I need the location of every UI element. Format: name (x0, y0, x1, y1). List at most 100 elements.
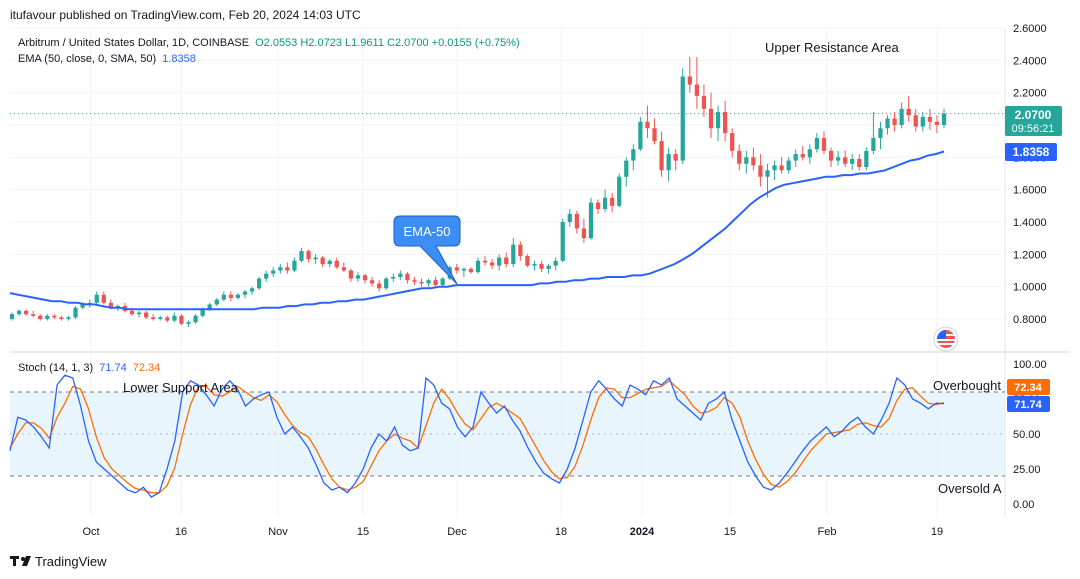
candle-up (532, 264, 537, 266)
candle-down (101, 294, 106, 303)
ema-legend[interactable]: EMA (50, close, 0, SMA, 50) 1.8358 (18, 53, 196, 65)
stoch-k-line[interactable] (9, 374, 945, 498)
price-axis[interactable]: 2.60002.40002.20002.00001.80001.60001.40… (1013, 23, 1047, 326)
candle-up (299, 251, 304, 261)
candle-up (871, 137, 876, 151)
ema-badge-value: 1.8358 (1013, 145, 1050, 159)
price-tick-label: 2.6000 (1013, 23, 1047, 35)
candle-up (588, 202, 594, 239)
candle-up (193, 315, 198, 323)
candle-down (433, 280, 438, 286)
price-tick-label: 1.6000 (1013, 185, 1047, 197)
ema-50-line[interactable] (9, 150, 945, 311)
candle-up (292, 260, 297, 271)
stoch-d-line[interactable] (9, 379, 945, 494)
time-axis[interactable]: Oct 16 Nov 15 Dec 18 2024 15 Feb 19 (82, 526, 943, 538)
candle-down (108, 302, 113, 308)
candle-up (715, 112, 721, 129)
candle-up (920, 116, 925, 127)
tradingview-logo-icon[interactable] (10, 556, 31, 566)
candle-down (320, 257, 325, 265)
candle-up (878, 128, 883, 138)
candle-up (440, 278, 445, 286)
callout-bubble (393, 215, 461, 285)
candle-up (327, 260, 332, 265)
candle-down (525, 255, 530, 266)
price-tick-label: 1.4000 (1013, 217, 1047, 229)
countdown-value: 09:56:21 (1012, 123, 1055, 135)
candle-up (45, 315, 50, 319)
stoch-legend[interactable]: Stoch (14, 1, 3) 71.74 72.34 (18, 362, 160, 374)
candle-down (828, 150, 834, 161)
candle-up (899, 108, 904, 125)
candle-down (306, 251, 311, 260)
candle-down (369, 280, 375, 284)
candle-down (927, 116, 932, 122)
candle-up (249, 288, 255, 292)
stoch-tick-label: 50.00 (1013, 429, 1041, 441)
time-tick-label: 19 (931, 526, 943, 538)
candle-up (221, 294, 226, 300)
candle-down (59, 317, 64, 319)
footer-brand[interactable]: TradingView (35, 554, 107, 569)
candle-down (412, 280, 417, 282)
candle-up (744, 157, 749, 164)
candle-down (144, 312, 149, 318)
candle-down (708, 108, 714, 129)
candle-down (913, 115, 918, 127)
candle-up (242, 291, 248, 295)
candle-up (553, 260, 558, 266)
candle-up (264, 273, 269, 279)
stoch-tick-label: 100.00 (1013, 359, 1047, 371)
candle-up (384, 278, 389, 289)
last-price-badge: 2.0700 09:56:21 (1005, 106, 1062, 136)
candle-down (24, 310, 29, 315)
candle-up (94, 294, 99, 303)
stoch-tick-label: 25.00 (1013, 464, 1041, 476)
candle-up (313, 257, 318, 260)
candle-up (391, 276, 396, 279)
price-pane[interactable] (10, 28, 1005, 350)
candle-down (334, 260, 339, 268)
candles-series[interactable] (9, 57, 947, 328)
candle-up (398, 273, 403, 277)
candle-down (673, 154, 678, 161)
price-tick-label: 0.8000 (1013, 314, 1047, 326)
price-tick-label: 2.4000 (1013, 55, 1047, 67)
stoch-tick-label: 0.00 (1013, 499, 1034, 511)
ema-callout[interactable]: EMA-50 (393, 215, 461, 285)
stoch-band (10, 392, 1005, 476)
candle-up (807, 149, 812, 158)
candle-down (610, 197, 615, 206)
oversold-label: Oversold A (938, 481, 1002, 496)
candle-up (638, 121, 643, 150)
candle-down (595, 202, 601, 210)
candle-up (426, 280, 431, 284)
candle-down (165, 317, 170, 321)
candle-up (631, 149, 636, 161)
candle-down (906, 108, 911, 116)
candle-up (172, 315, 177, 321)
candle-down (645, 121, 650, 129)
candle-down (892, 118, 897, 125)
candle-up (617, 176, 622, 206)
candle-down (285, 267, 290, 271)
time-tick-label: Oct (82, 526, 99, 538)
candle-down (129, 310, 135, 315)
candle-up (765, 170, 770, 177)
stoch-k-badge: 71.74 (1007, 396, 1050, 412)
candle-up (214, 299, 219, 305)
candle-up (941, 113, 947, 125)
us-flag-icon[interactable] (933, 326, 959, 352)
ema-callout-label: EMA-50 (404, 224, 451, 239)
candle-down (518, 244, 523, 256)
candle-down (652, 128, 657, 142)
candle-up (271, 270, 276, 274)
candle-up (257, 278, 262, 289)
candle-down (581, 228, 587, 239)
candle-down (228, 294, 233, 298)
candle-up (666, 154, 671, 171)
candle-up (793, 154, 798, 161)
candle-up (546, 265, 551, 269)
